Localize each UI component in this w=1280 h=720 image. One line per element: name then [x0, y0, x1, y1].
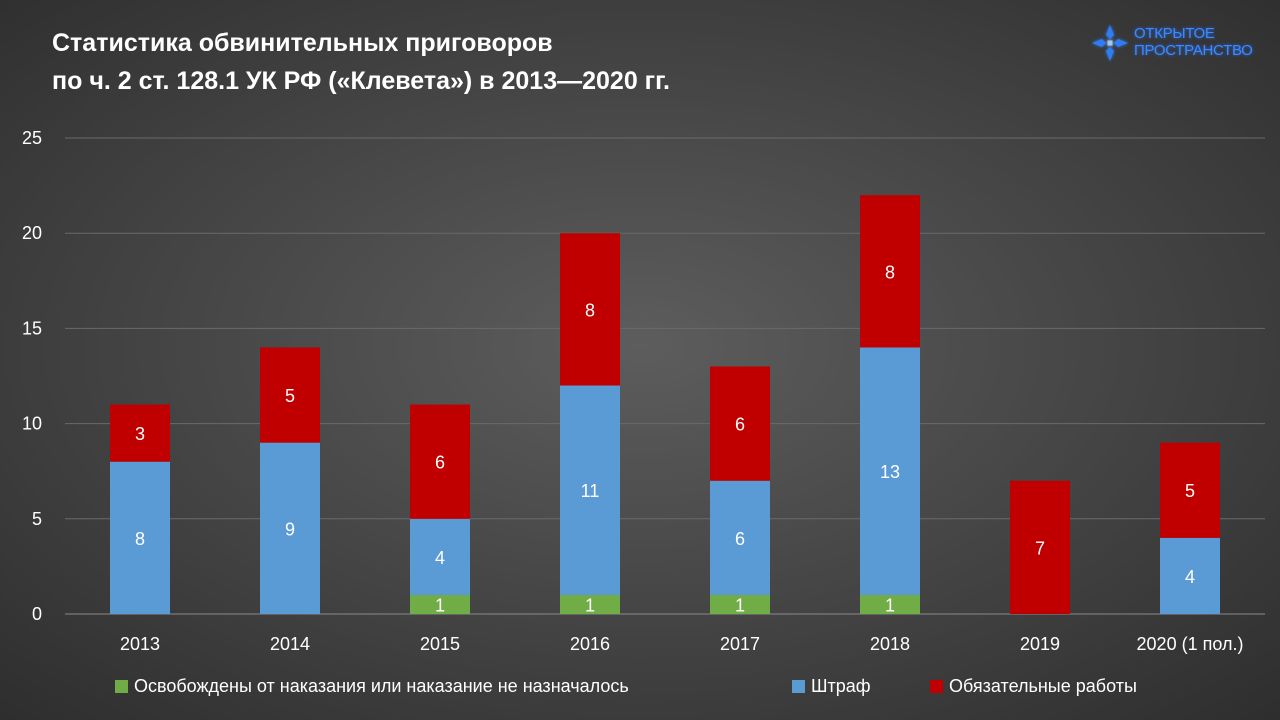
bar-segment: [860, 347, 920, 595]
data-label: 1: [585, 595, 595, 615]
data-label: 6: [435, 453, 445, 473]
x-tick-label: 2017: [720, 634, 760, 654]
bar-segment: [110, 461, 170, 614]
y-tick-label: 15: [22, 318, 42, 338]
chart-title-line-1: Статистика обвинительных приговоров: [52, 29, 553, 57]
bar-segment: [560, 594, 620, 614]
data-label: 13: [880, 462, 900, 482]
bar-segment: [710, 366, 770, 481]
data-label: 3: [135, 424, 145, 444]
data-label: 5: [1185, 481, 1195, 501]
bar-segment: [560, 233, 620, 386]
bar-segment: [560, 385, 620, 595]
legend-item-released: Освобождены от наказания или наказание н…: [115, 676, 629, 697]
legend-swatch-fine: [792, 680, 805, 693]
bar-segment: [1160, 442, 1220, 538]
bar-segment: [860, 195, 920, 348]
data-label: 4: [1185, 567, 1195, 587]
bar-segment: [860, 594, 920, 614]
legend-swatch-community-service: [930, 680, 943, 693]
data-label: 6: [735, 415, 745, 435]
bar-segment: [1160, 537, 1220, 614]
x-tick-label: 2015: [420, 634, 460, 654]
data-label: 1: [435, 595, 445, 615]
bar-segment: [1010, 480, 1070, 614]
legend-label-fine: Штраф: [811, 676, 871, 696]
x-tick-label: 2013: [120, 634, 160, 654]
legend-swatch-released: [115, 680, 128, 693]
data-label: 4: [435, 548, 445, 568]
data-label: 11: [581, 481, 600, 501]
chart-title: Статистика обвинительных приговоров по ч…: [52, 24, 670, 100]
data-label: 1: [735, 595, 745, 615]
data-label: 8: [885, 262, 895, 282]
bar-segment: [710, 594, 770, 614]
chart-title-line-2: по ч. 2 ст. 128.1 УК РФ («Клевета») в 20…: [52, 67, 670, 95]
y-tick-label: 5: [32, 509, 42, 529]
chart-legend: Освобождены от наказания или наказание н…: [0, 676, 1280, 700]
cross-star-icon: [1092, 25, 1128, 61]
legend-item-fine: Штраф: [792, 676, 871, 697]
bar-segment: [110, 404, 170, 462]
data-label: 8: [585, 300, 595, 320]
bar-segment: [410, 404, 470, 519]
bar-segment: [410, 518, 470, 595]
legend-label-community-service: Обязательные работы: [949, 676, 1137, 696]
legend-label-released: Освобождены от наказания или наказание н…: [134, 676, 629, 696]
logo-text-line-1: Открытое: [1134, 25, 1215, 42]
data-label: 5: [285, 386, 295, 406]
logo-text: Открытое Пространство: [1134, 25, 1253, 59]
data-label: 1: [885, 595, 895, 615]
open-space-logo: Открытое Пространство: [1090, 20, 1270, 66]
x-tick-label: 2018: [870, 634, 910, 654]
logo-text-line-2: Пространство: [1134, 42, 1253, 59]
data-label: 8: [135, 529, 145, 549]
y-tick-label: 0: [32, 604, 42, 624]
y-tick-label: 10: [22, 414, 42, 434]
data-label: 9: [285, 519, 295, 539]
x-tick-label: 2016: [570, 634, 610, 654]
bar-segment: [260, 347, 320, 443]
data-label: 7: [1035, 538, 1045, 558]
y-tick-label: 25: [22, 128, 42, 148]
bar-segment: [260, 442, 320, 614]
y-tick-label: 20: [22, 223, 42, 243]
x-tick-label: 2020 (1 пол.): [1137, 634, 1244, 654]
x-tick-label: 2014: [270, 634, 310, 654]
x-tick-label: 2019: [1020, 634, 1060, 654]
data-label: 6: [735, 529, 745, 549]
bar-segment: [710, 480, 770, 595]
bar-segment: [410, 594, 470, 614]
legend-item-community-service: Обязательные работы: [930, 676, 1137, 697]
